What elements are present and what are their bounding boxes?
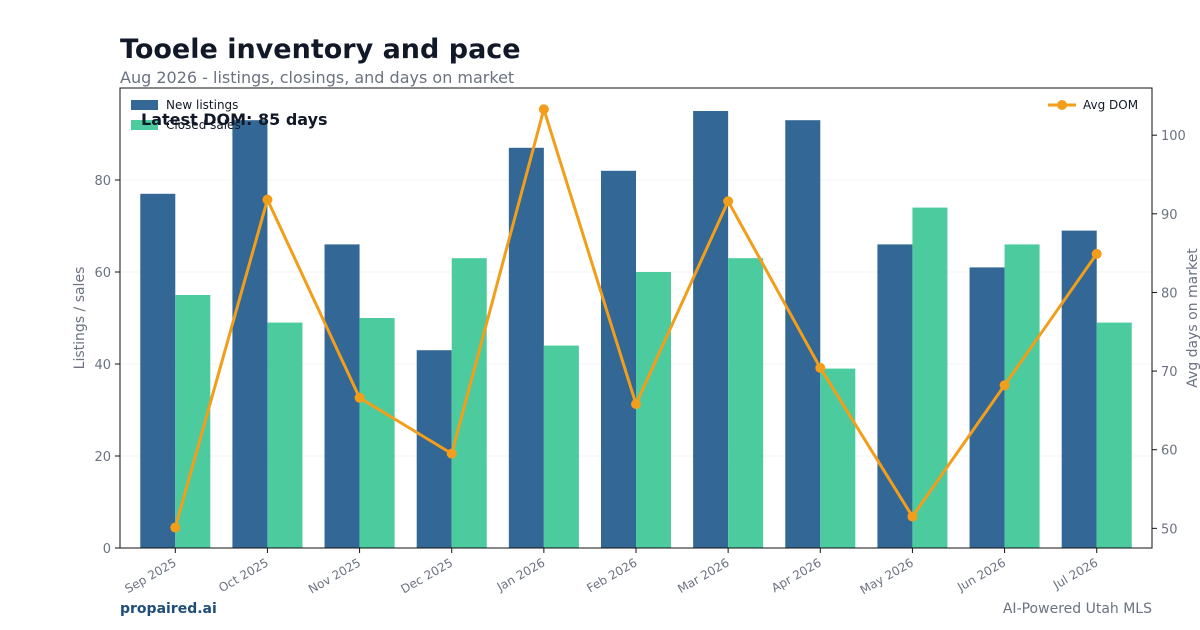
y2-tick-label: 100 — [1161, 129, 1186, 144]
bar-new-listings — [600, 170, 636, 549]
legend-label-new-listings: New listings — [166, 98, 238, 112]
y2-tick-label: 70 — [1161, 365, 1178, 380]
y-tick-label: 80 — [94, 174, 111, 189]
bar-new-listings — [693, 111, 729, 548]
y2-tick-label: 90 — [1161, 208, 1178, 223]
x-tick-label: Sep 2025 — [122, 555, 178, 596]
bar-closed-sales — [451, 258, 487, 548]
bars — [140, 111, 1132, 549]
dom-point — [999, 380, 1010, 391]
footer-tagline: AI-Powered Utah MLS — [1002, 601, 1152, 617]
dom-point — [446, 448, 457, 459]
y2-axis-label: Avg days on market — [1185, 248, 1200, 388]
dom-point — [354, 392, 365, 403]
bar-new-listings — [232, 120, 268, 548]
dom-point — [631, 399, 641, 410]
legend-swatch-closed-sales — [131, 120, 158, 130]
brand-logo-text[interactable]: propaired.ai — [120, 601, 217, 617]
bar-closed-sales — [267, 322, 303, 548]
y-tick-label: 20 — [94, 450, 111, 465]
y-axis-label: Listings / sales — [72, 267, 88, 370]
chart-subtitle: Aug 2026 - listings, closings, and days … — [120, 68, 515, 87]
dom-point — [723, 196, 734, 207]
bar-closed-sales — [728, 258, 764, 548]
bar-closed-sales — [1096, 322, 1132, 548]
x-tick-label: Dec 2025 — [398, 555, 455, 596]
x-tick-label: May 2026 — [858, 555, 916, 597]
legend-marker-avg-dom — [1057, 100, 1067, 110]
legends: New listings Closed sales Avg DOM — [131, 98, 1138, 132]
legend-label-closed-sales: Closed sales — [166, 118, 241, 132]
y-tick-label: 40 — [94, 358, 111, 373]
bar-new-listings — [324, 244, 360, 548]
bar-new-listings — [508, 147, 544, 549]
x-tick-label: Jul 2026 — [1050, 555, 1100, 592]
bar-closed-sales — [543, 345, 579, 548]
bar-closed-sales — [912, 207, 948, 548]
x-tick-label: Feb 2026 — [584, 555, 639, 595]
y2-tick-label: 60 — [1161, 444, 1178, 459]
bar-new-listings — [140, 193, 176, 549]
x-tick-label: Nov 2025 — [306, 555, 363, 596]
y2-tick-label: 50 — [1161, 522, 1178, 537]
x-tick-label: Jun 2026 — [954, 555, 1008, 594]
dom-point — [170, 522, 181, 533]
y-tick-label: 0 — [103, 542, 111, 557]
bar-closed-sales — [359, 318, 395, 548]
bar-closed-sales — [1004, 244, 1040, 548]
dom-point — [907, 511, 918, 522]
bar-new-listings — [877, 244, 913, 548]
legend-label-avg-dom: Avg DOM — [1083, 98, 1138, 112]
bar-closed-sales — [636, 272, 672, 548]
legend-swatch-new-listings — [131, 100, 158, 110]
chart-title: Tooele inventory and pace — [120, 34, 521, 65]
x-tick-label: Mar 2026 — [675, 555, 731, 596]
bar-new-listings — [1061, 230, 1097, 548]
y-tick-label: 60 — [94, 266, 111, 281]
x-tick-label: Apr 2026 — [769, 555, 824, 595]
dom-point — [262, 194, 273, 205]
x-tick-label: Oct 2025 — [216, 555, 271, 595]
dom-line — [170, 104, 1102, 533]
x-tick-label: Jan 2026 — [494, 555, 548, 594]
dom-point — [538, 104, 549, 115]
dom-point — [1091, 248, 1102, 259]
dom-point — [815, 362, 826, 373]
latest-dom-annotation: Latest DOM: 85 days — [141, 110, 328, 129]
y2-tick-label: 80 — [1161, 286, 1178, 301]
